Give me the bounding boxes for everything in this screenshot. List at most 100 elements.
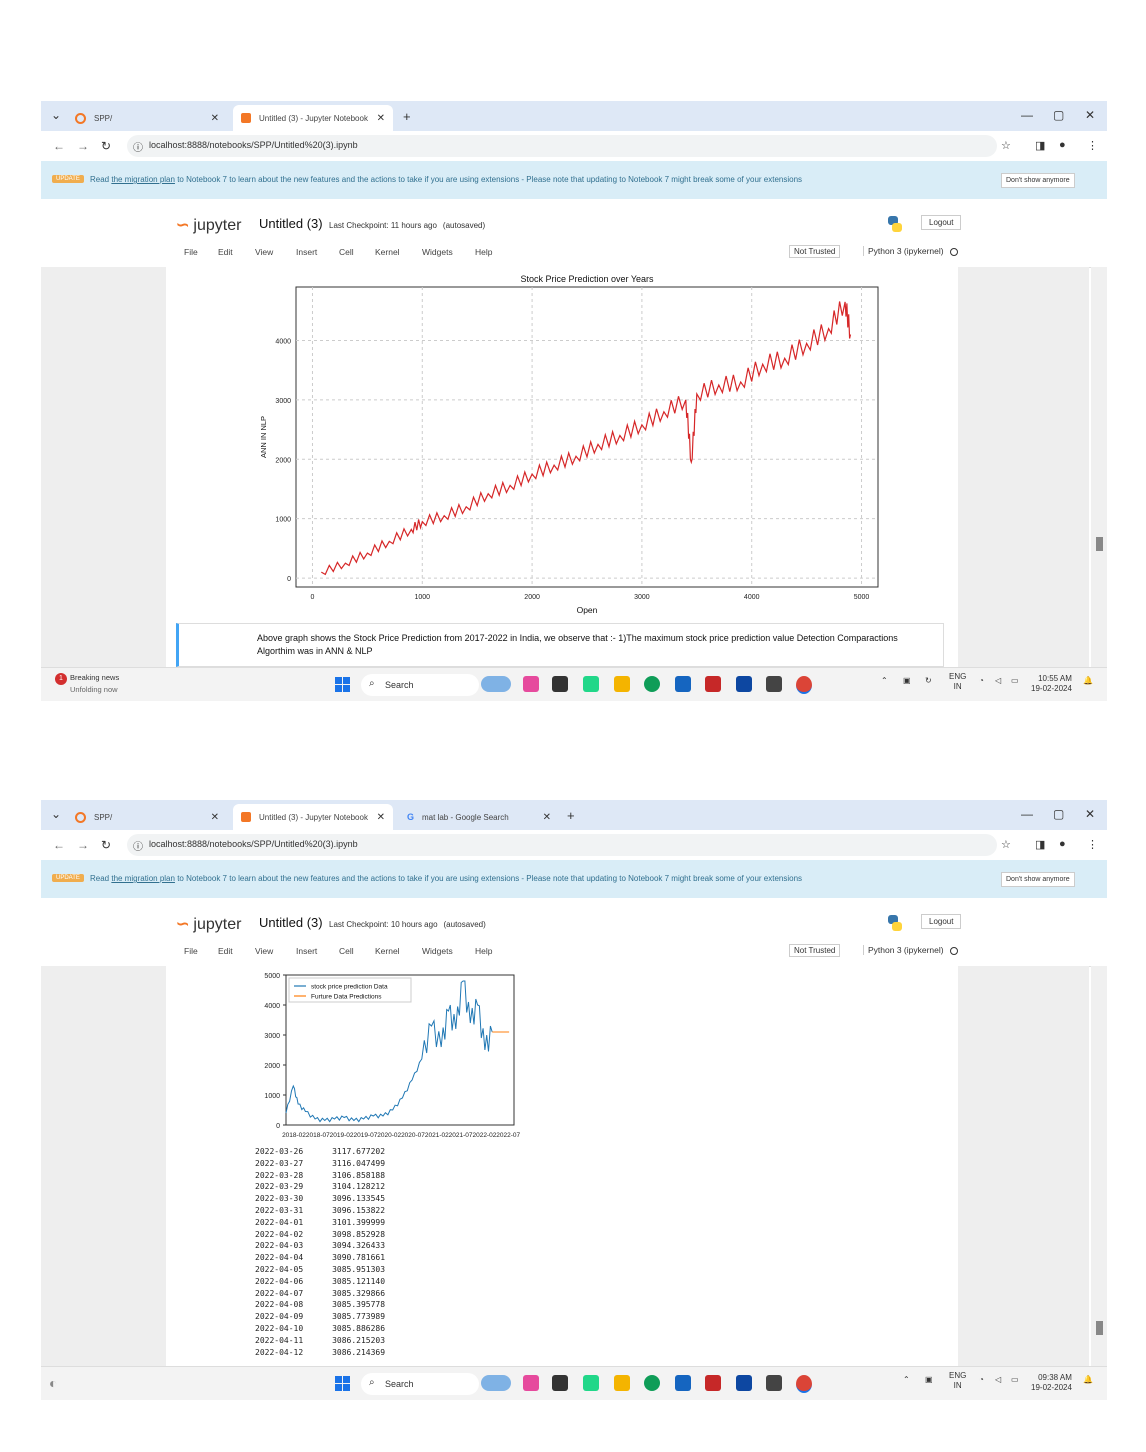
wifi-icon[interactable]: ◔ [979,1375,984,1384]
menu-help[interactable]: Help [475,946,493,956]
app-icon[interactable] [736,1375,752,1391]
volume-icon[interactable]: ◁ [995,676,1002,685]
battery-icon[interactable]: ▭ [1011,676,1019,685]
browser-menu-icon[interactable]: ⋮ [1087,140,1098,152]
menu-insert[interactable]: Insert [296,946,318,956]
logout-button[interactable]: Logout [921,215,962,230]
language-indicator[interactable]: ENG IN [949,1371,966,1391]
tab-google-search[interactable]: G mat lab - Google Search ✕ [399,804,559,830]
side-panel-icon[interactable]: ◨ [1035,839,1046,851]
terminal-icon[interactable] [766,676,782,692]
store-icon[interactable] [675,1375,691,1391]
forward-icon[interactable]: → [77,139,89,153]
file-explorer-icon[interactable] [614,1375,630,1391]
menu-insert[interactable]: Insert [296,247,318,257]
clock[interactable]: 09:38 AM 19-02-2024 [1031,1373,1072,1393]
menu-widgets[interactable]: Widgets [422,946,453,956]
file-explorer-icon[interactable] [614,676,630,692]
wifi-icon[interactable]: ◔ [979,676,984,685]
notification-bell-icon[interactable]: 🔔 [1083,1375,1093,1384]
side-panel-icon[interactable]: ◨ [1035,140,1046,152]
menu-edit[interactable]: Edit [218,247,233,257]
kernel-indicator[interactable]: Python 3 (ipykernel) [863,945,958,955]
jupyter-logo[interactable]: ∽ jupyter [176,914,241,934]
news-widget[interactable]: 1 Breaking news Unfolding now [55,673,119,695]
dont-show-button[interactable]: Don't show anymore [1001,173,1075,188]
bookmark-star-icon[interactable]: ☆ [1001,140,1011,152]
tray-app-icon[interactable]: ▣ [903,676,911,685]
url-field[interactable]: ⓘ localhost:8888/notebooks/SPP/Untitled%… [127,135,997,157]
close-tab-icon[interactable]: ✕ [542,811,551,823]
logout-button[interactable]: Logout [921,914,962,929]
edge-browser-icon[interactable] [644,1375,660,1391]
menu-edit[interactable]: Edit [218,946,233,956]
tab-search-icon[interactable]: ⌄ [51,108,62,122]
not-trusted-button[interactable]: Not Trusted [789,944,841,957]
minimize-icon[interactable]: — [1021,108,1033,122]
taskbar-search[interactable]: ⌕ Search [361,674,479,696]
site-info-icon[interactable]: ⓘ [133,143,143,154]
close-tab-icon[interactable]: ✕ [376,112,385,124]
notification-bell-icon[interactable]: 🔔 [1083,676,1093,685]
notebook-scrollbar[interactable] [1091,966,1107,1366]
tray-app-icon[interactable]: ▣ [925,1375,933,1384]
menu-kernel[interactable]: Kernel [375,946,400,956]
scrollbar-thumb[interactable] [1096,537,1103,551]
profile-avatar-icon[interactable]: ● [1059,139,1066,151]
pycharm-icon[interactable] [583,676,599,692]
store-icon[interactable] [675,676,691,692]
scrollbar-thumb[interactable] [1096,1321,1103,1335]
copilot-icon[interactable] [523,1375,539,1391]
chrome-icon[interactable] [796,1375,812,1393]
edge-browser-icon[interactable] [644,676,660,692]
notebook-title[interactable]: Untitled (3) [259,915,323,930]
terminal-icon[interactable] [766,1375,782,1391]
close-tab-icon[interactable]: ✕ [210,811,219,823]
back-icon[interactable]: ← [53,139,65,153]
bookmark-star-icon[interactable]: ☆ [1001,839,1011,851]
forward-icon[interactable]: → [77,838,89,852]
reload-icon[interactable]: ↻ [101,838,112,852]
app-icon[interactable] [736,676,752,692]
chrome-icon[interactable] [796,676,812,694]
battery-icon[interactable]: ▭ [1011,1375,1019,1384]
task-view-icon[interactable] [552,676,568,692]
markdown-cell[interactable]: Above graph shows the Stock Price Predic… [176,623,944,667]
tab-spp[interactable]: SPP/ ✕ [67,804,227,830]
new-tab-icon[interactable]: + [403,109,411,124]
migration-plan-link[interactable]: the migration plan [111,175,175,184]
menu-cell[interactable]: Cell [339,247,354,257]
clock[interactable]: 10:55 AM 19-02-2024 [1031,674,1072,694]
menu-widgets[interactable]: Widgets [422,247,453,257]
taskbar-search[interactable]: ⌕ Search [361,1373,479,1395]
windows-start-icon[interactable] [335,1376,351,1392]
back-icon[interactable]: ← [53,838,65,852]
profile-avatar-icon[interactable]: ● [1059,838,1066,850]
kernel-indicator[interactable]: Python 3 (ipykernel) [863,246,958,256]
not-trusted-button[interactable]: Not Trusted [789,245,841,258]
close-tab-icon[interactable]: ✕ [210,112,219,124]
restore-icon[interactable]: ▢ [1053,807,1065,821]
minimize-icon[interactable]: — [1021,807,1033,821]
search-highlight-icon[interactable] [481,1375,511,1391]
tab-search-icon[interactable]: ⌄ [51,807,62,821]
menu-kernel[interactable]: Kernel [375,247,400,257]
tray-sync-icon[interactable]: ↻ [925,676,932,685]
language-indicator[interactable]: ENG IN [949,672,966,692]
notebook-scrollbar[interactable] [1091,267,1107,667]
menu-file[interactable]: File [184,247,198,257]
menu-file[interactable]: File [184,946,198,956]
weather-icon[interactable]: ◐ [49,1375,58,1391]
mcafee-icon[interactable] [705,676,721,692]
jupyter-logo[interactable]: ∽ jupyter [176,215,241,235]
tray-chevron-icon[interactable]: ⌃ [881,676,888,685]
restore-icon[interactable]: ▢ [1053,108,1065,122]
tray-chevron-icon[interactable]: ⌃ [903,1375,910,1384]
pycharm-icon[interactable] [583,1375,599,1391]
new-tab-icon[interactable]: + [567,808,575,823]
menu-view[interactable]: View [255,946,274,956]
close-tab-icon[interactable]: ✕ [376,811,385,823]
dont-show-button[interactable]: Don't show anymore [1001,872,1075,887]
copilot-icon[interactable] [523,676,539,692]
close-window-icon[interactable]: ✕ [1085,108,1096,122]
